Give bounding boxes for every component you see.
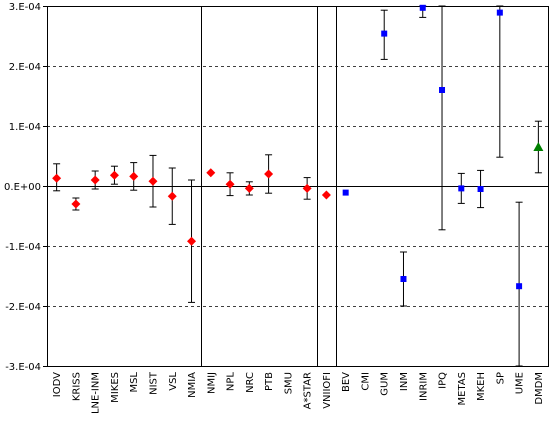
x-tick-label-NMIJ: NMIJ bbox=[206, 372, 217, 394]
point-MSL bbox=[129, 171, 139, 181]
x-tick-label-PTB: PTB bbox=[264, 372, 275, 391]
y-tick-label-3: 0.E+00 bbox=[4, 182, 41, 193]
point-LNE-INM bbox=[90, 175, 100, 185]
x-tick-label-KRISS: KRISS bbox=[71, 372, 82, 401]
x-tick-label-MKEH: MKEH bbox=[476, 372, 487, 401]
x-axis: IODV KRISS LNE-INM MIKES MSL NIST VSL NMIA NMIJ N… bbox=[52, 371, 545, 414]
x-tick-label-MIKES: MIKES bbox=[110, 372, 121, 403]
x-tick-label-DMDM: DMDM bbox=[534, 372, 545, 405]
y-tick-label-0: 3.E-04 bbox=[9, 2, 41, 13]
x-tick-label-NMIA: NMIA bbox=[187, 372, 198, 398]
point-IODV bbox=[52, 173, 62, 183]
point-UME bbox=[516, 283, 523, 290]
x-tick-label-INM: INM bbox=[399, 372, 410, 391]
x-tick-label-CMI: CMI bbox=[360, 372, 371, 391]
point-NMIJ bbox=[206, 168, 216, 178]
x-tick-label-METAS: METAS bbox=[457, 372, 468, 405]
x-tick-label-SP: SP bbox=[495, 372, 506, 384]
y-tick-label-5: -2.E-04 bbox=[5, 302, 41, 313]
x-tick-label-A*STAR: A*STAR bbox=[303, 372, 314, 409]
x-tick-label-IODV: IODV bbox=[52, 372, 63, 397]
x-tick-label-MSL: MSL bbox=[129, 372, 140, 393]
x-tick-label-UME: UME bbox=[515, 372, 526, 394]
x-tick-label-LNE-INM: LNE-INM bbox=[91, 372, 102, 414]
point-DMDM bbox=[533, 142, 544, 151]
x-tick-label-VNIIOFI: VNIIOFI bbox=[322, 372, 333, 409]
point-VNIIOFI bbox=[321, 190, 331, 200]
point-PTB bbox=[264, 169, 274, 179]
point-IPQ bbox=[439, 87, 446, 93]
x-tick-label-VSL: VSL bbox=[168, 372, 179, 391]
x-tick-label-INRIM: INRIM bbox=[418, 372, 429, 401]
y-tick-label-2: 1.E-04 bbox=[9, 122, 41, 133]
point-BEV bbox=[342, 189, 349, 196]
error-bars bbox=[53, 5, 542, 367]
point-A*STAR bbox=[302, 183, 312, 193]
markers bbox=[52, 4, 544, 290]
point-VSL bbox=[167, 191, 177, 201]
point-NPL bbox=[225, 179, 235, 189]
x-tick-label-GUM: GUM bbox=[380, 372, 391, 396]
x-tick-label-NPL: NPL bbox=[226, 372, 237, 392]
point-MIKES bbox=[109, 170, 119, 180]
x-tick-label-BEV: BEV bbox=[341, 372, 352, 392]
point-MKEH bbox=[477, 186, 484, 192]
x-tick-label-SMU: SMU bbox=[283, 372, 294, 394]
point-SP bbox=[496, 9, 503, 16]
point-KRISS bbox=[71, 199, 81, 209]
point-INM bbox=[400, 276, 407, 282]
x-tick-label-IPQ: IPQ bbox=[438, 372, 449, 389]
point-NIST bbox=[148, 176, 158, 186]
y-tick-label-6: -3.E-04 bbox=[5, 362, 41, 373]
y-tick-label-1: 2.E-04 bbox=[9, 62, 41, 73]
y-axis: 3.E-04 2.E-04 1.E-04 0.E+00 -1.E-04 -2.E-04 -3… bbox=[4, 2, 47, 373]
point-GUM bbox=[381, 30, 388, 37]
point-METAS bbox=[458, 185, 465, 192]
y-tick-label-4: -1.E-04 bbox=[5, 242, 41, 253]
x-tick-label-NRC: NRC bbox=[245, 372, 256, 393]
point-NMIA bbox=[187, 236, 197, 246]
point-NRC bbox=[244, 183, 254, 193]
point-INRIM bbox=[419, 4, 426, 11]
x-tick-label-NIST: NIST bbox=[148, 371, 159, 395]
